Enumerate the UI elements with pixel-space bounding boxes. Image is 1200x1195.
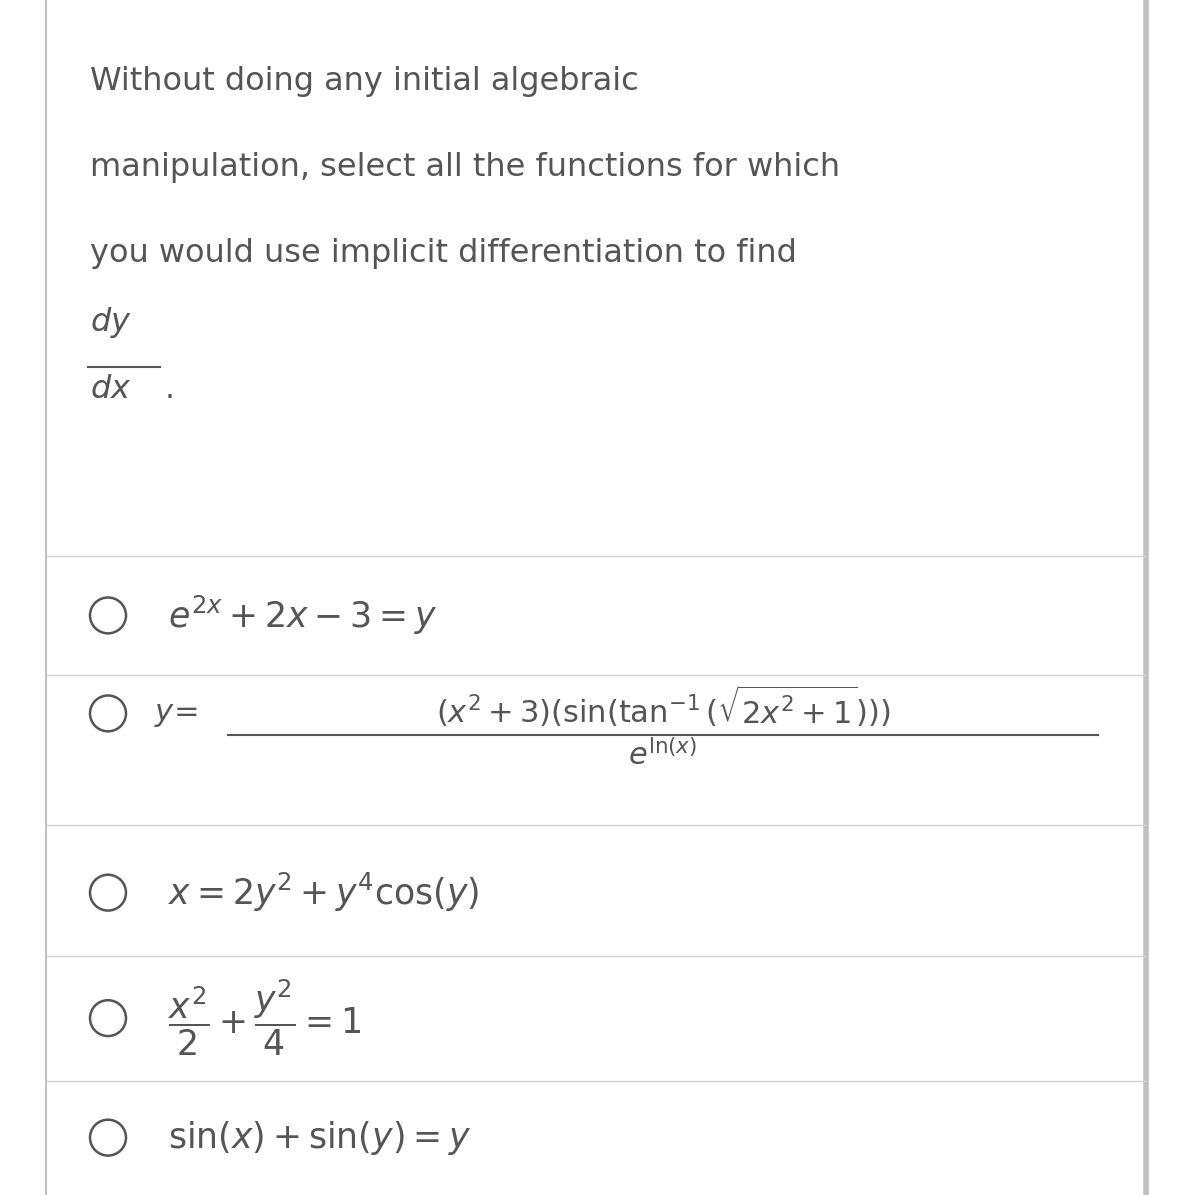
Text: $dx$: $dx$ — [90, 374, 132, 405]
Text: $(x^2+3)(\sin(\tan^{-1}(\sqrt{2x^2+1})))$: $(x^2+3)(\sin(\tan^{-1}(\sqrt{2x^2+1})))… — [436, 684, 890, 729]
Text: Without doing any initial algebraic: Without doing any initial algebraic — [90, 66, 638, 97]
Text: you would use implicit differentiation to find: you would use implicit differentiation t… — [90, 238, 797, 269]
Text: $\dfrac{x^2}{2}+\dfrac{y^2}{4}=1$: $\dfrac{x^2}{2}+\dfrac{y^2}{4}=1$ — [168, 979, 361, 1058]
Text: $x=2y^2+y^4\cos(y)$: $x=2y^2+y^4\cos(y)$ — [168, 871, 479, 914]
Text: $\sin(x)+\sin(y)=y$: $\sin(x)+\sin(y)=y$ — [168, 1119, 472, 1157]
Text: $e^{2x}+2x-3=y$: $e^{2x}+2x-3=y$ — [168, 594, 438, 637]
Text: .: . — [164, 374, 174, 405]
Text: $e^{\ln(x)}$: $e^{\ln(x)}$ — [629, 739, 697, 771]
Text: $dy$: $dy$ — [90, 305, 132, 339]
Text: $y\!=\!$: $y\!=\!$ — [154, 700, 198, 729]
Text: manipulation, select all the functions for which: manipulation, select all the functions f… — [90, 152, 840, 183]
